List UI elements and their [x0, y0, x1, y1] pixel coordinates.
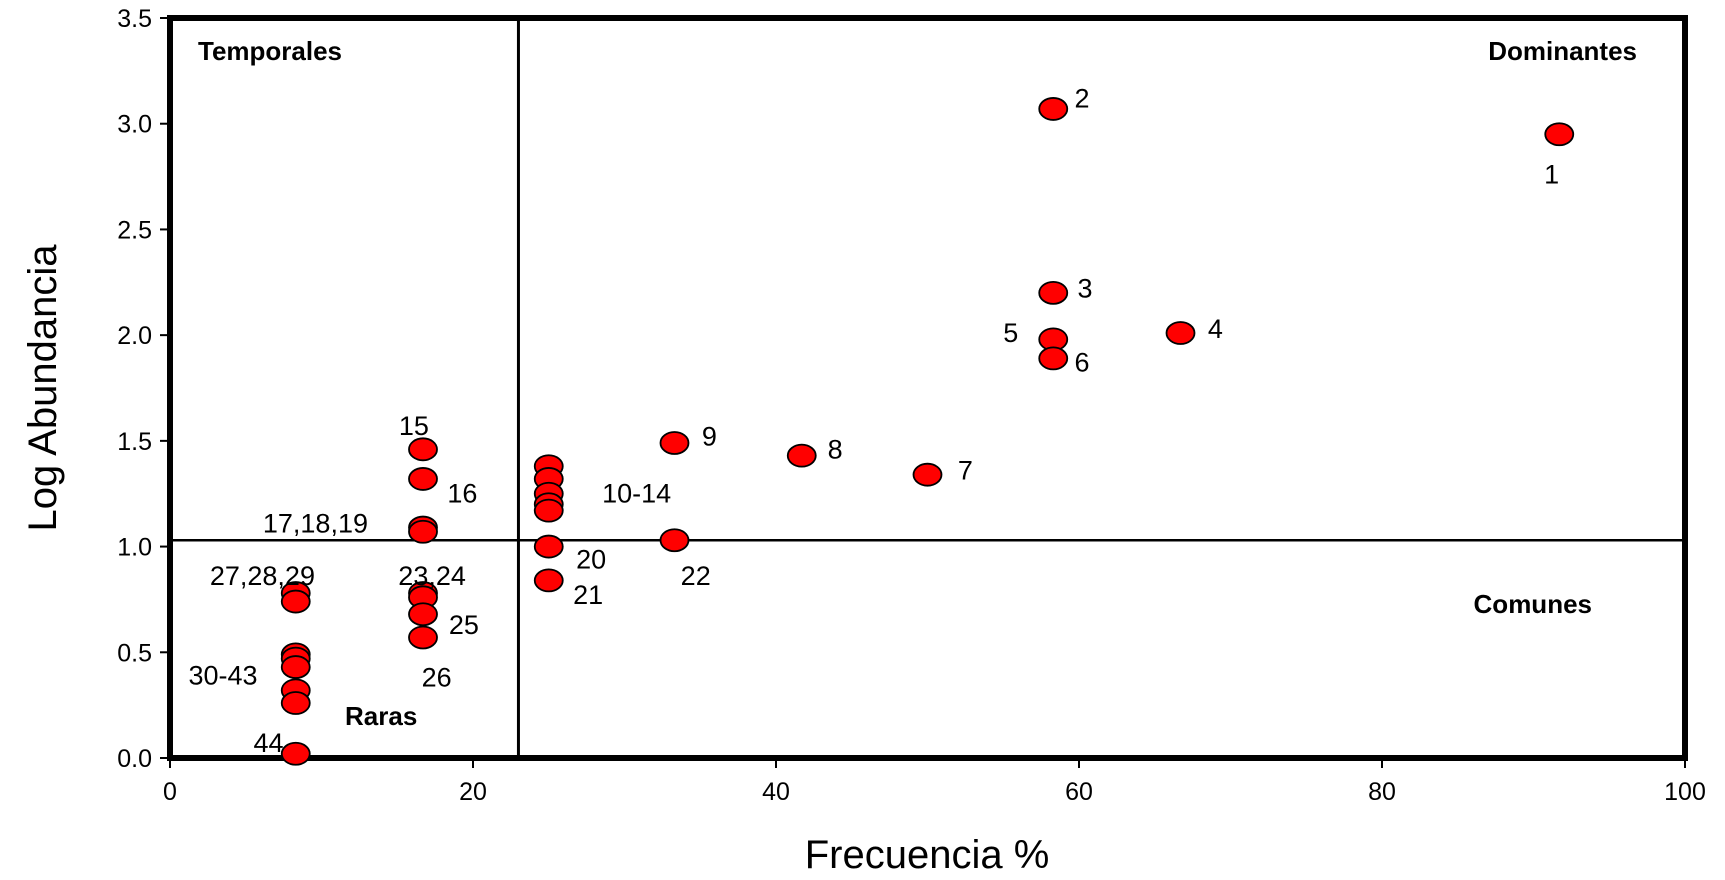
- x-tick-label: 60: [1065, 778, 1093, 806]
- x-tick-label: 100: [1664, 778, 1706, 806]
- y-tick-label: 1.0: [117, 534, 152, 562]
- data-point: [280, 589, 311, 614]
- point-label: 30-43: [188, 661, 257, 691]
- point-label: 23,24: [398, 561, 466, 591]
- point-label: 21: [573, 580, 603, 610]
- quadrant-label-comunes: Comunes: [1474, 589, 1592, 619]
- point-label: 10-14: [602, 479, 671, 509]
- data-point: [1038, 280, 1069, 305]
- point-label: 1: [1544, 159, 1559, 189]
- point-label: 8: [828, 434, 843, 464]
- point-label: 4: [1208, 314, 1223, 344]
- quadrant-label-temporales: Temporales: [198, 36, 342, 66]
- data-point: [1544, 122, 1575, 147]
- point-label: 15: [399, 411, 429, 441]
- point-label: 22: [681, 561, 711, 591]
- x-tick-label: 40: [762, 778, 790, 806]
- data-point: [280, 655, 311, 679]
- data-point: [408, 467, 438, 491]
- point-label: 20: [576, 544, 606, 574]
- point-label: 16: [447, 479, 477, 509]
- quadrant-label-raras: Raras: [345, 701, 417, 731]
- point-label: 3: [1078, 274, 1093, 304]
- point-label: 17,18,19: [263, 508, 368, 538]
- y-tick-label: 3.5: [117, 5, 152, 33]
- point-label: 7: [958, 455, 973, 485]
- point-label: 27,28,29: [210, 561, 315, 591]
- y-tick-label: 2.5: [117, 216, 152, 244]
- y-tick-label: 0.0: [117, 745, 152, 773]
- data-point: [533, 534, 564, 559]
- data-point: [659, 528, 690, 553]
- quadrant-label-dominantes: Dominantes: [1488, 36, 1637, 66]
- y-tick-label: 2.0: [117, 322, 152, 350]
- point-label: 26: [422, 663, 452, 693]
- data-point: [408, 625, 438, 650]
- data-point: [280, 741, 311, 766]
- data-point: [533, 498, 564, 523]
- point-label: 9: [702, 422, 717, 452]
- y-tick-label: 1.5: [117, 428, 152, 456]
- data-point: [912, 462, 943, 487]
- data-point: [659, 431, 690, 455]
- data-point: [786, 443, 817, 468]
- y-tick-label: 0.5: [117, 639, 152, 667]
- data-point: [280, 691, 311, 715]
- point-label: 2: [1075, 83, 1090, 113]
- point-label: 25: [449, 610, 479, 640]
- point-label: 5: [1003, 318, 1018, 348]
- data-point: [408, 437, 438, 462]
- point-label: 6: [1075, 348, 1090, 378]
- data-point: [408, 519, 438, 544]
- x-tick-label: 80: [1368, 778, 1396, 806]
- plot-area: [167, 15, 1688, 761]
- data-point: [1165, 321, 1196, 345]
- data-point: [533, 568, 564, 593]
- data-point: [1038, 97, 1069, 121]
- x-tick-label: 0: [163, 778, 177, 806]
- x-tick-label: 20: [459, 778, 487, 806]
- x-axis-title: Frecuencia %: [805, 833, 1050, 877]
- data-point: [408, 602, 438, 627]
- y-axis-title: Log Abundancia: [21, 244, 65, 532]
- y-tick-label: 3.0: [117, 111, 152, 139]
- data-point: [1038, 346, 1069, 371]
- point-label: 44: [253, 728, 283, 758]
